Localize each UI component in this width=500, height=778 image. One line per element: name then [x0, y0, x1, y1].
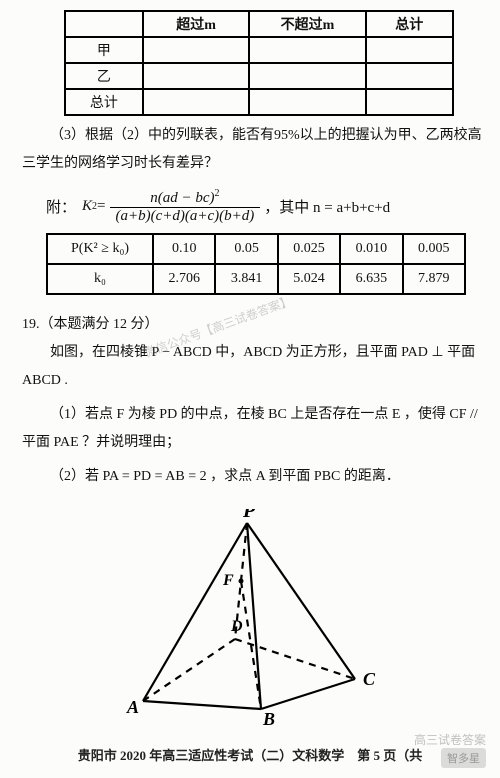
- cell: 6.635: [340, 264, 402, 294]
- cell: 0.010: [340, 234, 402, 264]
- table-row: 甲: [65, 37, 453, 63]
- q19-heading: 19.（本题满分 12 分）: [22, 313, 484, 333]
- cell: 3.841: [215, 264, 277, 294]
- row-label: 乙: [65, 63, 143, 89]
- cell: 2.706: [153, 264, 215, 294]
- q19-line1: 如图，在四棱锥 P − ABCD 中，ABCD 为正方形，且平面 PAD ⊥ 平…: [22, 339, 484, 395]
- formula-num-sup: 2: [215, 188, 220, 199]
- svg-text:D: D: [230, 618, 243, 635]
- corner-stamp: 智多星: [441, 748, 486, 768]
- svg-text:A: A: [126, 697, 139, 717]
- table-row: 超过m 不超过m 总计: [65, 11, 453, 37]
- col-header: 总计: [366, 11, 453, 37]
- cell: [143, 89, 250, 115]
- cell: 0.05: [215, 234, 277, 264]
- q18-part3-text: （3）根据（2）中的列联表，能否有95%以上的把握认为甲、乙两校高三学生的网络学…: [22, 122, 484, 178]
- table-row: 总计: [65, 89, 453, 115]
- pyramid-svg: P A B C D F: [123, 509, 383, 729]
- row-label: k₀: [47, 264, 153, 294]
- contingency-table: 超过m 不超过m 总计 甲 乙 总计: [64, 10, 454, 116]
- k2-formula: 附： K 2 = n(ad − bc)2 (a+b)(c+d)(a+c)(b+d…: [46, 188, 484, 225]
- row-label: 甲: [65, 37, 143, 63]
- cell: [366, 37, 453, 63]
- svg-text:P: P: [242, 509, 256, 522]
- row-label: P(K² ≥ k₀): [47, 234, 153, 264]
- svg-text:F: F: [222, 572, 234, 589]
- cell: [249, 63, 365, 89]
- q19-line3: （2）若 PA = PD = AB = 2 ，求点 A 到平面 PBC 的距离．: [22, 463, 484, 491]
- formula-eq: =: [97, 198, 105, 215]
- svg-text:B: B: [262, 709, 275, 729]
- svg-text:C: C: [363, 669, 376, 689]
- row-label: 总计: [65, 89, 143, 115]
- table-row: 乙: [65, 63, 453, 89]
- cell: 5.024: [278, 264, 340, 294]
- cell: [143, 63, 250, 89]
- col-header: 超过m: [143, 11, 250, 37]
- cell: 0.10: [153, 234, 215, 264]
- cell: [366, 63, 453, 89]
- cell: 0.005: [403, 234, 465, 264]
- cell: [249, 37, 365, 63]
- exam-page: 超过m 不超过m 总计 甲 乙 总计 （3）根据（2）中的列联表，能否有95%以…: [0, 0, 500, 778]
- table-row: k₀ 2.706 3.841 5.024 6.635 7.879: [47, 264, 465, 294]
- formula-lead: 附：: [46, 196, 76, 217]
- q19-line2: （1）若点 F 为棱 PD 的中点，在棱 BC 上是否存在一点 E ，使得 CF…: [22, 401, 484, 457]
- formula-num: n(ad − bc): [150, 190, 214, 206]
- table-row: P(K² ≥ k₀) 0.10 0.05 0.025 0.010 0.005: [47, 234, 465, 264]
- col-header: 不超过m: [249, 11, 365, 37]
- pyramid-figure: P A B C D F: [22, 509, 484, 734]
- cell: [143, 37, 250, 63]
- formula-lhs: K: [82, 198, 92, 215]
- k-table: P(K² ≥ k₀) 0.10 0.05 0.025 0.010 0.005 k…: [46, 233, 466, 295]
- col-header: [65, 11, 143, 37]
- formula-tail: ，其中 n = a+b+c+d: [264, 196, 390, 217]
- cell: 7.879: [403, 264, 465, 294]
- cell: [249, 89, 365, 115]
- cell: [366, 89, 453, 115]
- sub-watermark: 高三试卷答案: [414, 731, 486, 748]
- formula-den: (a+b)(c+d)(a+c)(b+d): [110, 208, 261, 225]
- cell: 0.025: [278, 234, 340, 264]
